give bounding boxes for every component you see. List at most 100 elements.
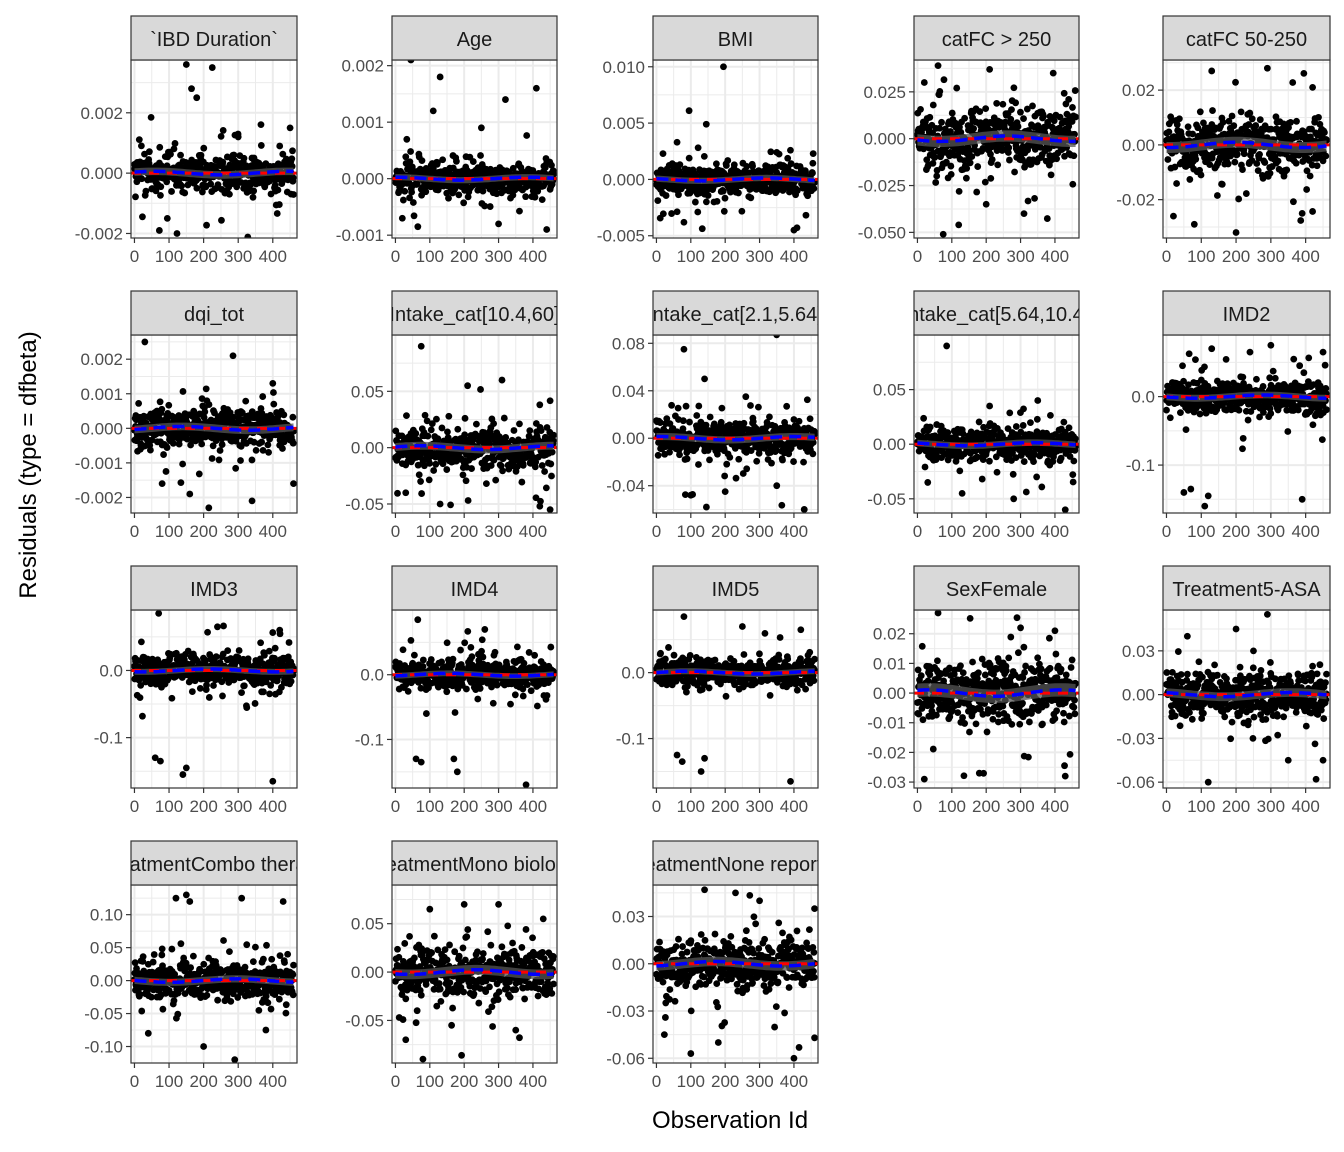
x-tick-label: 100 <box>416 522 444 541</box>
data-point <box>1321 129 1328 136</box>
data-point <box>980 423 987 431</box>
data-point <box>160 451 167 458</box>
facet-strip <box>391 290 558 336</box>
outlier-point <box>1020 210 1028 218</box>
data-point <box>1239 373 1247 381</box>
x-tick-label: 0 <box>652 522 661 541</box>
data-point <box>1005 144 1013 152</box>
data-point <box>1043 215 1051 222</box>
data-point <box>1027 419 1034 427</box>
data-point <box>168 188 175 195</box>
data-point <box>181 189 189 197</box>
facet-title: Intake_cat[2.1,5.64) <box>647 304 824 326</box>
data-point <box>694 144 702 152</box>
data-point <box>675 191 682 199</box>
x-tick-label: 0 <box>391 247 400 266</box>
data-point <box>970 125 977 132</box>
data-point <box>403 135 411 143</box>
data-point <box>947 162 955 170</box>
facet-title: BMI <box>718 29 754 51</box>
outlier-point <box>1065 95 1073 103</box>
data-point <box>529 167 537 174</box>
data-point <box>740 419 748 427</box>
data-point <box>974 163 982 170</box>
data-point <box>1192 155 1200 163</box>
data-point <box>270 389 277 396</box>
data-point <box>1057 454 1065 462</box>
y-tick-label: 0.00 <box>612 429 645 448</box>
outlier-point <box>986 65 994 73</box>
data-point <box>1040 112 1047 120</box>
outlier-point <box>543 226 551 233</box>
data-point <box>1060 418 1068 426</box>
data-point <box>978 475 986 483</box>
data-point <box>433 415 440 423</box>
data-point <box>1031 451 1038 458</box>
data-point <box>1056 113 1064 121</box>
data-point <box>1184 123 1192 131</box>
outlier-point <box>248 497 256 505</box>
data-point <box>662 192 670 199</box>
data-point <box>409 199 417 206</box>
y-tick-label: 0.002 <box>80 350 123 369</box>
data-point <box>1224 160 1232 168</box>
data-point <box>135 136 143 144</box>
data-point <box>1033 473 1041 481</box>
data-point <box>940 76 948 84</box>
data-point <box>193 184 201 192</box>
data-point <box>695 461 702 468</box>
data-point <box>747 194 755 202</box>
data-point <box>763 418 771 426</box>
y-tick-label: -0.001 <box>75 454 123 473</box>
data-point <box>956 467 964 475</box>
data-point <box>802 211 810 219</box>
data-point <box>1012 423 1020 430</box>
data-point <box>531 193 539 201</box>
x-tick-label: 100 <box>938 247 966 266</box>
data-point <box>510 427 518 434</box>
data-point <box>538 462 546 469</box>
data-point <box>490 456 498 464</box>
data-point <box>229 413 237 421</box>
data-point <box>187 441 195 449</box>
data-point <box>695 402 703 410</box>
data-point <box>702 421 710 429</box>
data-point <box>201 408 209 416</box>
data-point <box>1222 355 1230 363</box>
x-tick-label: 200 <box>189 522 217 541</box>
data-point <box>142 187 150 195</box>
data-point <box>1008 106 1015 114</box>
data-point <box>248 408 256 416</box>
x-tick-label: 200 <box>1222 247 1250 266</box>
outlier-point <box>934 62 942 70</box>
data-point <box>219 158 227 166</box>
x-tick-label: 200 <box>972 247 1000 266</box>
data-point <box>417 478 424 485</box>
outlier-point <box>800 506 808 513</box>
outlier-point <box>141 338 149 346</box>
data-point <box>147 113 155 121</box>
data-point <box>157 183 165 191</box>
data-point <box>987 150 994 158</box>
y-tick-label: -0.050 <box>858 223 906 242</box>
data-point <box>987 174 995 182</box>
outlier-point <box>742 393 750 401</box>
data-point <box>443 466 451 473</box>
facet-panel: Intake_cat[5.64,10.4)0 100 200 300 400-0.050… <box>867 290 1080 541</box>
data-point <box>537 497 544 505</box>
outlier-point <box>1034 397 1042 404</box>
data-point <box>1256 116 1264 124</box>
data-point <box>1303 167 1311 175</box>
x-tick-label: 0 <box>391 522 400 541</box>
outlier-point <box>720 63 727 71</box>
outlier-point <box>495 220 502 228</box>
data-point <box>706 413 714 421</box>
data-point <box>279 150 287 158</box>
data-point <box>768 459 775 467</box>
data-point <box>156 398 164 406</box>
data-point <box>1017 108 1024 116</box>
x-tick-label: 200 <box>450 247 478 266</box>
data-point <box>214 181 222 189</box>
